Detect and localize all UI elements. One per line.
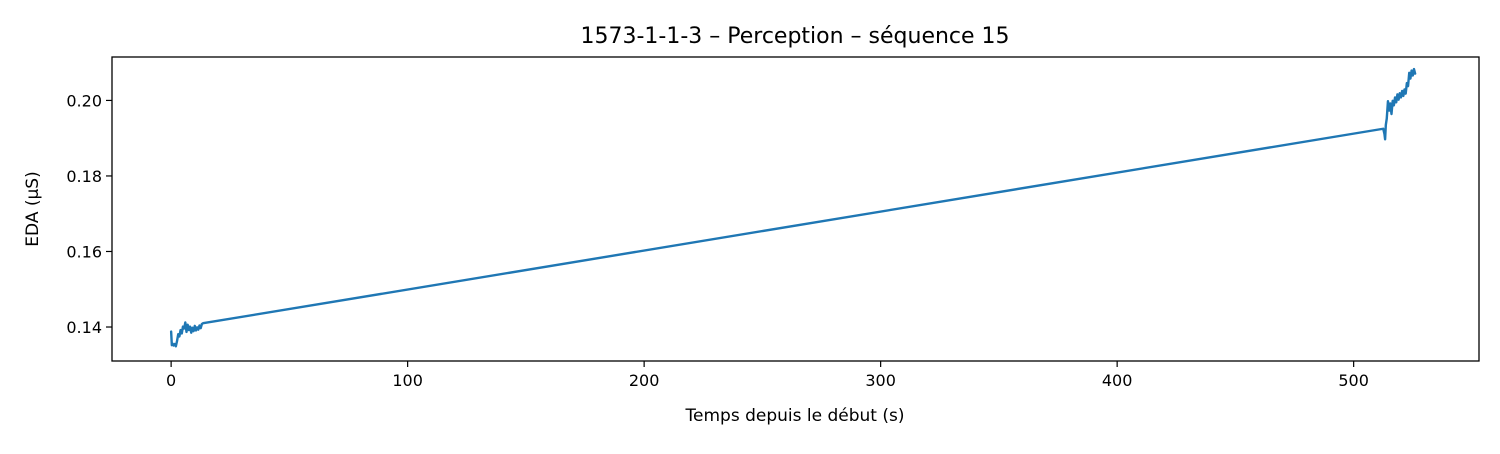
x-tick-label: 300 bbox=[865, 371, 896, 390]
x-axis-label: Temps depuis le début (s) bbox=[685, 406, 905, 426]
x-axis-ticks: 0 100 200 300 400 500 bbox=[166, 361, 1369, 390]
chart-title: 1573-1-1-3 – Perception – séquence 15 bbox=[580, 24, 1009, 49]
y-tick-label: 0.14 bbox=[66, 318, 102, 337]
eda-series-line bbox=[169, 67, 1417, 348]
x-tick-label: 100 bbox=[392, 371, 423, 390]
x-tick-label: 0 bbox=[166, 371, 176, 390]
x-tick-label: 500 bbox=[1338, 371, 1369, 390]
y-axis-ticks: 0.14 0.16 0.18 0.20 bbox=[66, 91, 112, 337]
y-tick-label: 0.20 bbox=[66, 91, 102, 110]
y-tick-label: 0.18 bbox=[66, 167, 102, 186]
y-tick-label: 0.16 bbox=[66, 242, 102, 261]
x-tick-label: 200 bbox=[629, 371, 660, 390]
y-axis-label: EDA (µS) bbox=[23, 171, 43, 246]
plot-area bbox=[169, 67, 1417, 348]
x-tick-label: 400 bbox=[1102, 371, 1133, 390]
plot-frame bbox=[111, 56, 1480, 362]
